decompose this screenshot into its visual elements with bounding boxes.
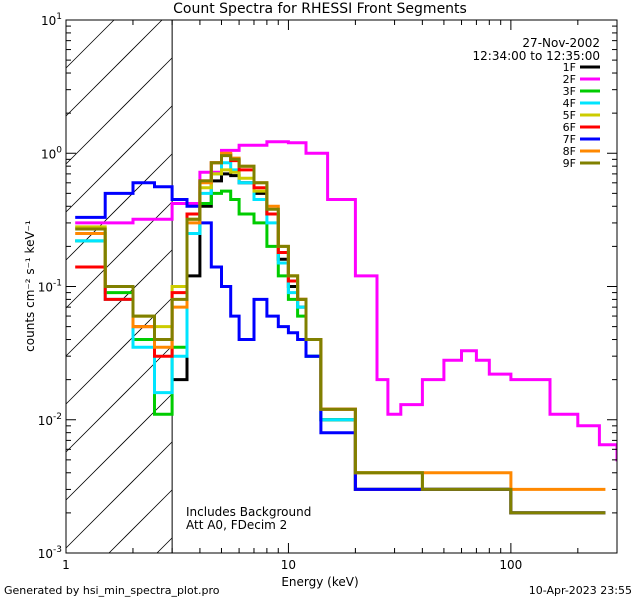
series-line-1F <box>172 172 606 515</box>
annotation-attenuator: Att A0, FDecim 2 <box>186 518 288 532</box>
legend-label-8F: 8F <box>563 145 576 158</box>
legend-label-4F: 4F <box>563 97 576 110</box>
time-range-label: 12:34:00 to 12:35:00 <box>472 49 600 63</box>
hatch-line <box>65 105 173 213</box>
x-tick-label: 100 <box>499 558 522 572</box>
x-tick-label: 1 <box>62 558 70 572</box>
hatch-line <box>65 441 173 549</box>
series-line-2F <box>75 140 617 462</box>
legend-label-5F: 5F <box>563 109 576 122</box>
legend-label-9F: 9F <box>563 157 576 170</box>
series-line-9F <box>75 154 606 515</box>
hatch-line <box>108 489 173 554</box>
date-label: 27-Nov-2002 <box>522 36 600 50</box>
series-line-7F <box>75 181 606 515</box>
generated-by-label: Generated by hsi_min_spectra_plot.pro <box>4 584 220 597</box>
y-tick-label: 100 <box>41 145 62 161</box>
annotation-background: Includes Background <box>186 505 312 519</box>
chart-title: Count Spectra for RHESSI Front Segments <box>173 1 467 17</box>
x-tick-label: 10 <box>281 558 296 572</box>
legend-label-7F: 7F <box>563 133 576 146</box>
y-tick-label: 10-2 <box>38 412 62 428</box>
hatch-line <box>65 19 163 117</box>
hatch-line <box>65 249 173 357</box>
x-axis-label: Energy (keV) <box>281 575 359 589</box>
series-line-4F <box>75 161 606 515</box>
y-tick-label: 10-3 <box>38 545 62 561</box>
y-axis-label: counts cm⁻² s⁻¹ keV⁻¹ <box>23 220 37 352</box>
legend-label-3F: 3F <box>563 85 576 98</box>
hatch-line <box>65 297 173 405</box>
y-tick-label: 101 <box>41 12 62 28</box>
hatch-line <box>65 153 173 261</box>
axis-ticks: 1 10 100 101 100 10-1 10-2 10-3 <box>38 12 618 572</box>
hatch-line <box>65 393 173 501</box>
y-tick-label: 10-1 <box>38 279 62 295</box>
series-lines <box>75 140 617 515</box>
timestamp-label: 10-Apr-2023 23:55 <box>528 584 632 597</box>
hatch-line <box>156 537 173 554</box>
legend-label-1F: 1F <box>563 61 576 74</box>
legend-label-6F: 6F <box>563 121 576 134</box>
legend-label-2F: 2F <box>563 73 576 86</box>
plot-frame <box>65 19 618 554</box>
hatch-line <box>65 57 173 165</box>
hatch-line <box>65 19 115 69</box>
hatch-line <box>65 345 173 453</box>
